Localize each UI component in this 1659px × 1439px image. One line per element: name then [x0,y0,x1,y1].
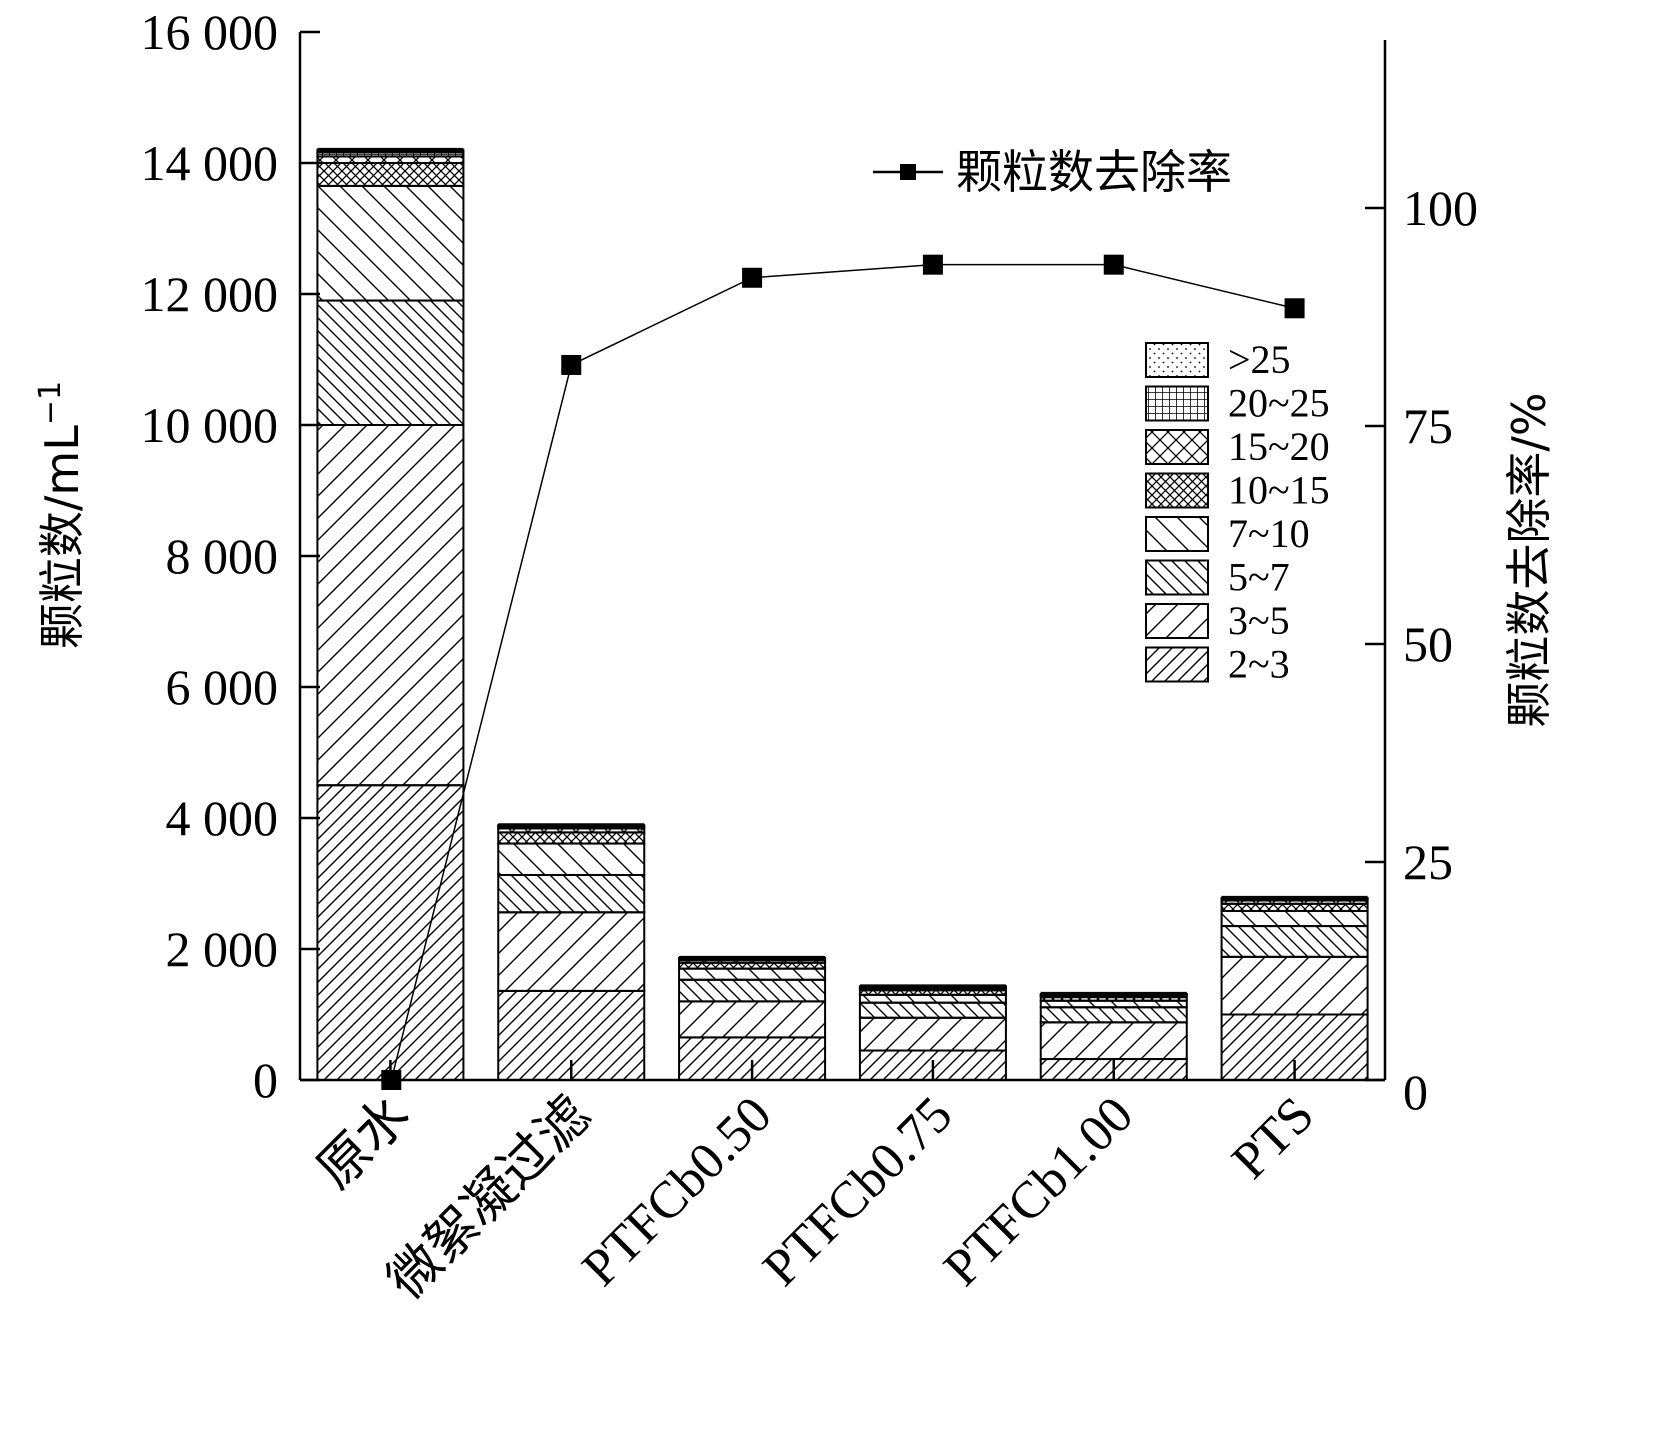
legend-swatch-6 [1145,603,1209,639]
bar-segment-3-1 [858,1016,1007,1052]
removal-rate-point-5 [1284,298,1305,319]
bar-segment-4-2 [1039,1006,1188,1024]
y-right-tick-label: 0 [1403,1064,1428,1120]
bar-segment-5-3 [1220,910,1369,928]
y-right-axis-title: 颗粒数去除率/% [1502,392,1556,727]
removal-rate-point-4 [1103,254,1124,275]
y-right-tick-label: 50 [1403,616,1453,672]
y-left-tick-label: 16 000 [141,4,279,60]
bar-segment-2-2 [678,978,827,1003]
y-left-tick-label: 4 000 [166,790,279,846]
legend-label-1: 20~25 [1228,381,1330,426]
legend-label-3: 10~15 [1228,468,1330,513]
bar-segment-0-0 [316,784,465,1081]
removal-rate-line [390,263,1295,1081]
legend-label-0: >25 [1228,337,1291,382]
legend-swatch-2 [1145,429,1209,465]
bar-segment-0-3 [316,184,465,302]
bar-segment-2-3 [678,967,827,981]
bar-segment-4-1 [1039,1021,1188,1061]
legend-swatch-0 [1145,342,1209,378]
y-left-tick-label: 6 000 [166,659,279,715]
legend-label-4: 7~10 [1228,511,1310,556]
bar-segment-0-1 [316,424,465,787]
y-right-tick-label: 75 [1403,398,1453,454]
legend-label-7: 2~3 [1228,642,1290,687]
y-left-tick-label: 12 000 [141,266,279,322]
legend-swatch-7 [1145,646,1209,683]
line-legend-marker [900,164,916,180]
x-category-label-5: PTS [1221,1086,1325,1190]
y-left-tick-label: 14 000 [141,135,279,191]
x-category-label-3: PTFCb0.75 [752,1086,963,1297]
bar-segment-0-2 [316,299,465,426]
line-legend-label: 颗粒数去除率 [956,145,1232,199]
bar-segment-1-2 [497,873,646,914]
axes-layer: 0 2 000 4 000 6 000 8 000 10 000 12 000 14 000 1… [33,4,1556,1310]
legend-swatch-4 [1145,516,1209,552]
y-right-tick-label: 25 [1403,834,1453,890]
removal-rate-point-1 [561,354,582,375]
bar-segment-1-4 [497,831,646,845]
y-left-axis-title: 颗粒数/mL−1 [33,381,89,649]
y-left-tick-label: 0 [253,1052,278,1108]
legend-swatch-3 [1145,472,1209,509]
bar-segment-5-1 [1220,955,1369,1016]
y-right-tick-label: 100 [1403,180,1478,236]
x-category-label-2: PTFCb0.50 [572,1086,783,1297]
legend-label-6: 3~5 [1228,598,1290,643]
y-left-tick-label: 8 000 [166,528,279,584]
x-category-label-0: 原水 [307,1086,421,1200]
x-category-label-4: PTFCb1.00 [933,1086,1144,1297]
bar-segment-3-2 [858,1001,1007,1019]
legend-swatch-5 [1145,559,1209,596]
bar-segment-0-4 [316,162,465,187]
bar-segment-5-4 [1220,902,1369,913]
bar-segment-5-2 [1220,925,1369,958]
bar-segment-1-1 [497,911,646,992]
legend-label-5: 5~7 [1228,555,1290,600]
removal-rate-point-3 [922,254,943,275]
bar-segment-2-1 [678,1000,827,1039]
removal-rate-point-2 [742,267,763,288]
bars-layer [316,147,1369,1082]
y-left-tick-label: 2 000 [166,921,279,977]
legend-label-2: 15~20 [1228,424,1330,469]
bar-segment-3-3 [858,993,1007,1004]
bar-segment-1-3 [497,842,646,876]
y-left-tick-label: 10 000 [141,397,279,453]
legend-swatch-1 [1145,385,1209,422]
